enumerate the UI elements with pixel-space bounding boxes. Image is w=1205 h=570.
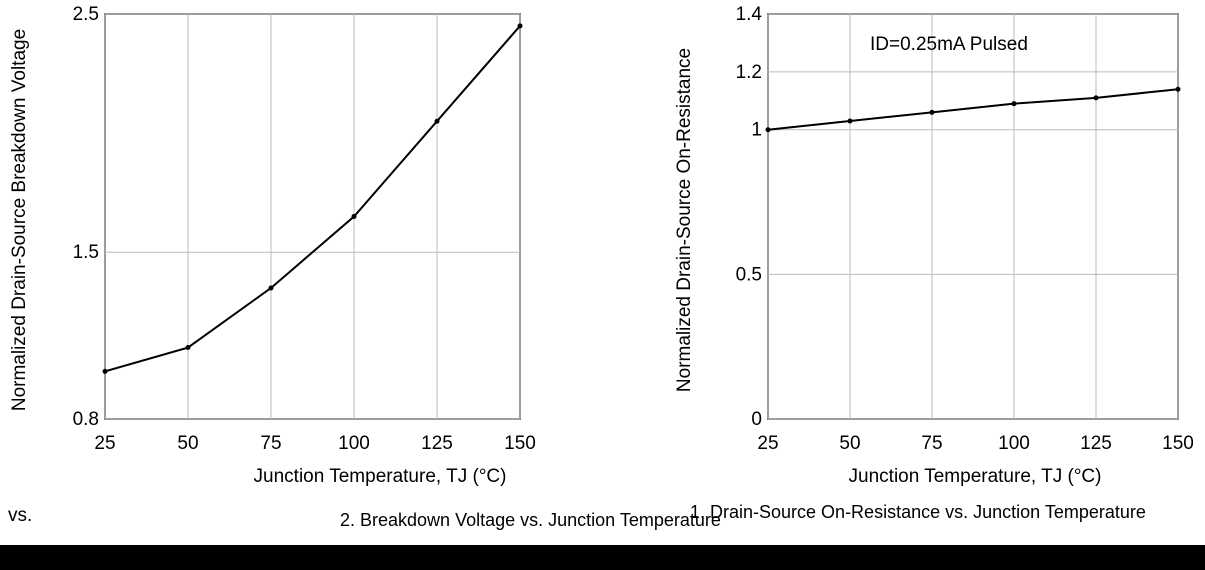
data-point	[847, 118, 853, 124]
x-tick-label: 150	[504, 433, 536, 454]
y-tick-label: 0.8	[73, 409, 99, 430]
x-tick-label: 25	[757, 433, 778, 454]
x-tick-label: 150	[1162, 433, 1194, 454]
data-point	[765, 127, 771, 133]
data-point	[929, 109, 935, 115]
data-point	[1093, 95, 1099, 101]
chart-caption-breakdown: 2. Breakdown Voltage vs. Junction Temper…	[340, 510, 721, 530]
data-series	[765, 86, 1181, 133]
bottom-band	[0, 545, 1205, 570]
gridlines	[767, 13, 1179, 420]
data-point	[1175, 86, 1181, 92]
data-point	[434, 118, 440, 124]
x-tick-label: 25	[94, 433, 115, 454]
x-tick-label: 100	[338, 433, 370, 454]
x-tick-label: 75	[921, 433, 942, 454]
x-axis-label: Junction Temperature, TJ (°C)	[254, 466, 507, 487]
annotation-text: ID=0.25mA Pulsed	[870, 34, 1028, 55]
x-tick-label: 100	[998, 433, 1030, 454]
series-line	[767, 88, 1179, 131]
x-tick-label: 125	[1080, 433, 1112, 454]
gridlines	[104, 13, 521, 420]
data-point	[517, 23, 523, 29]
y-axis-label: Normalized Drain-Source On-Resistance	[674, 48, 695, 392]
series-line	[104, 25, 521, 373]
x-tick-label: 125	[421, 433, 453, 454]
y-tick-label: 2.5	[73, 4, 99, 25]
tick-labels: 25 50 75 100 125 150 0 0.5 1 1.2 1.4	[736, 4, 1194, 454]
chart-caption-on-resistance: 1. Drain-Source On-Resistance vs. Juncti…	[690, 502, 1146, 522]
y-tick-label: 1.2	[736, 62, 762, 83]
data-point	[351, 214, 357, 219]
tick-labels: 25 50 75 100 125 150 0.8 1.5 2.5	[73, 4, 536, 454]
data-series	[102, 23, 523, 374]
plot-frame	[767, 13, 1179, 420]
y-tick-label: 0	[751, 409, 762, 430]
on-resistance-chart: 25 50 75 100 125 150 0 0.5 1 1.2 1.4 ID=0.25mA Pul…	[674, 4, 1194, 487]
plot-frame	[104, 13, 521, 420]
y-axis-label: Normalized Drain-Source Breakdown Voltag…	[9, 29, 30, 411]
y-tick-label: 1	[751, 120, 762, 141]
x-tick-label: 50	[177, 433, 198, 454]
x-axis-label: Junction Temperature, TJ (°C)	[849, 466, 1102, 487]
data-point	[1011, 101, 1017, 107]
y-tick-label: 1.4	[736, 4, 763, 25]
x-tick-label: 50	[839, 433, 860, 454]
y-tick-label: 0.5	[736, 264, 762, 285]
data-point	[268, 285, 274, 291]
left-caption-fragment: vs.	[8, 505, 33, 526]
x-tick-label: 75	[260, 433, 281, 454]
breakdown-voltage-chart: 25 50 75 100 125 150 0.8 1.5 2.5 Junction Temper…	[9, 4, 536, 487]
y-tick-label: 1.5	[73, 242, 99, 263]
data-point	[185, 345, 191, 351]
data-point	[102, 368, 108, 374]
